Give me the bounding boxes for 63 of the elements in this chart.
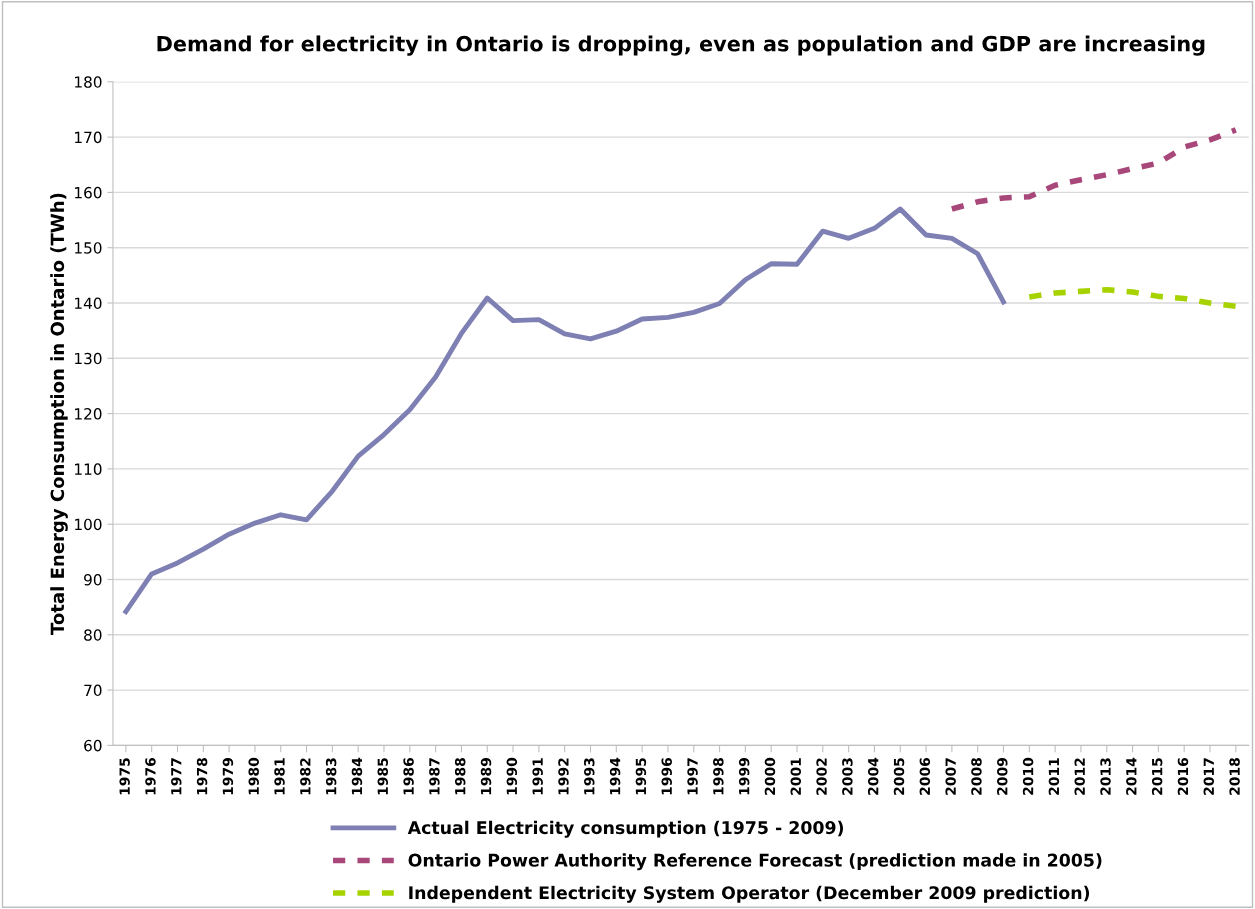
x-tick-label: 1988 [454, 758, 466, 795]
x-tick-label: 2001 [790, 758, 802, 795]
x-tick-label: 1978 [196, 758, 208, 795]
x-tick-label: 1990 [506, 757, 518, 795]
x-tick-label: 2017 [1203, 758, 1215, 795]
x-tick-label: 1996 [661, 757, 672, 795]
x-tick-label: 2000 [764, 757, 776, 795]
x-tick-label: 2002 [816, 758, 827, 795]
x-tick-label: 1992 [558, 758, 569, 795]
x-tick-label: 2018 [1229, 758, 1240, 795]
x-tick-label: 2011 [1048, 758, 1060, 795]
y-tick-label: 70 [84, 684, 102, 697]
x-tick-label: 1987 [429, 758, 440, 795]
x-tick-label: 2010 [1022, 757, 1034, 795]
x-tick-label: 1997 [687, 758, 698, 795]
x-tick-label: 1998 [713, 758, 724, 795]
x-tick-label: 2004 [867, 757, 879, 795]
x-tick-label: 2003 [842, 758, 853, 795]
x-tick-label: 1989 [480, 758, 492, 795]
x-tick-label: 1986 [403, 757, 414, 795]
x-tick-label: 2006 [919, 757, 931, 795]
x-tick-label: 1976 [145, 757, 156, 795]
y-tick-label: 140 [75, 297, 102, 310]
x-tick-label: 1983 [325, 758, 337, 795]
y-tick-label: 90 [84, 573, 102, 586]
y-tick-label: 110 [75, 463, 102, 475]
legend-label: Actual Electricity consumption (1975 - 2009) [407, 820, 844, 838]
y-tick-label: 170 [75, 131, 102, 144]
x-tick-label: 1975 [119, 758, 130, 795]
chart-title: Demand for electricity in Ontario is dropping, even as population and GDP are increasing [157, 35, 1205, 56]
x-tick-label: 2015 [1151, 758, 1163, 795]
x-tick-label: 1981 [274, 758, 285, 795]
y-tick-label: 150 [75, 242, 102, 254]
x-tick-label: 1980 [248, 757, 259, 795]
x-tick-label: 2009 [997, 758, 1008, 795]
legend-label: Independent Electricity System Operator (December 2009 prediction) [409, 885, 1090, 903]
x-tick-label: 1982 [300, 758, 311, 795]
legend-label: Ontario Power Authority Reference Forecast (prediction made in 2005) [408, 853, 1102, 871]
line-series [123, 206, 1006, 614]
x-tick-label: 1994 [609, 757, 621, 795]
x-tick-label: 2005 [893, 758, 905, 795]
y-tick-label: 130 [75, 352, 102, 365]
x-tick-label: 1985 [377, 758, 389, 795]
y-tick-label: 60 [84, 739, 102, 752]
y-axis-title: Total Energy Consumption in Ontario (TWh) [50, 193, 68, 635]
y-tick-label: 180 [75, 76, 102, 88]
y-tick-label: 100 [75, 518, 102, 531]
x-tick-label: 1991 [532, 758, 543, 795]
x-tick-label: 1984 [351, 757, 363, 795]
y-tick-label: 80 [84, 629, 102, 641]
y-tick-label: 160 [75, 186, 102, 199]
x-tick-label: 1995 [635, 758, 647, 795]
x-tick-label: 2016 [1177, 757, 1189, 795]
x-tick-label: 2012 [1074, 758, 1085, 795]
x-tick-label: 1993 [584, 758, 595, 795]
y-tick-label: 120 [75, 408, 102, 420]
x-tick-label: 2013 [1100, 758, 1111, 795]
x-tick-label: 2007 [945, 758, 956, 795]
x-tick-label: 1999 [738, 758, 750, 795]
x-tick-label: 2014 [1126, 757, 1137, 795]
x-tick-label: 2008 [971, 758, 982, 795]
x-tick-label: 1979 [222, 758, 234, 795]
x-tick-label: 1977 [171, 758, 182, 795]
